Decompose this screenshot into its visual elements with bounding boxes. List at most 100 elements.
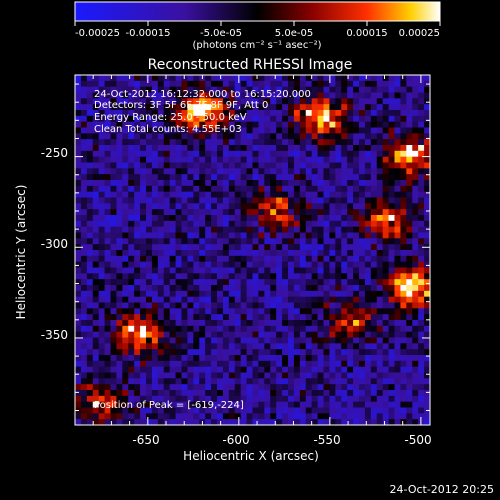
heatmap-cell <box>240 296 248 304</box>
heatmap-cell <box>104 343 112 350</box>
heatmap-cell <box>217 407 224 414</box>
heatmap-cell <box>211 279 218 286</box>
heatmap-cell <box>222 104 230 111</box>
heatmap-cell <box>353 384 360 391</box>
heatmap-cell <box>258 279 265 286</box>
heatmap-cell <box>140 308 147 315</box>
heatmap-cell <box>187 115 194 123</box>
heatmap-cell <box>122 86 129 94</box>
heatmap-cell <box>169 197 177 204</box>
heatmap-cell <box>205 279 212 286</box>
x-tick-labels: -650 -600 -550 -500 <box>132 433 431 447</box>
heatmap-cell <box>75 220 82 228</box>
heatmap-cell <box>353 279 360 286</box>
heatmap-cell <box>222 180 230 187</box>
heatmap-cell <box>412 314 419 321</box>
heatmap-cell <box>341 401 348 409</box>
heatmap-cell <box>406 267 413 274</box>
heatmap-cell <box>317 115 325 123</box>
heatmap-cell <box>128 413 135 420</box>
heatmap-cell <box>400 86 407 94</box>
heatmap-cell <box>376 180 384 187</box>
heatmap-cell <box>376 366 384 374</box>
heatmap-cell <box>347 162 354 169</box>
heatmap-cell <box>258 285 265 292</box>
heatmap-cell <box>252 325 260 333</box>
heatmap-cell <box>169 232 177 239</box>
heatmap-cell <box>270 203 277 210</box>
heatmap-cell <box>86 407 94 414</box>
heatmap-cell <box>187 296 194 304</box>
heatmap-cell <box>169 220 177 228</box>
heatmap-cell <box>276 378 283 385</box>
heatmap-cell <box>151 180 159 187</box>
heatmap-cell <box>211 226 218 234</box>
heatmap-cell <box>258 86 265 94</box>
heatmap-cell <box>347 197 354 204</box>
heatmap-cell <box>92 104 100 111</box>
heatmap-cell <box>252 145 260 152</box>
heatmap-cell <box>92 86 100 94</box>
heatmap-cell <box>400 290 407 298</box>
heatmap-cell <box>394 407 402 414</box>
heatmap-cell <box>98 197 106 204</box>
heatmap-cell <box>270 104 277 111</box>
heatmap-cell <box>146 168 153 175</box>
heatmap-cell <box>341 255 348 263</box>
heatmap-cell <box>175 331 183 339</box>
heatmap-cell <box>163 174 171 181</box>
heatmap-cell <box>175 349 183 356</box>
heatmap-cell <box>394 150 402 158</box>
heatmap-cell <box>311 407 319 414</box>
heatmap-cell <box>270 290 277 298</box>
heatmap-cell <box>146 185 153 193</box>
heatmap-cell <box>288 325 295 333</box>
heatmap-cell <box>293 244 301 251</box>
heatmap-cell <box>418 401 425 409</box>
heatmap-cell <box>193 325 200 333</box>
heatmap-cell <box>418 308 425 315</box>
heatmap-cell <box>388 343 396 350</box>
heatmap-cell <box>128 209 135 216</box>
heatmap-cell <box>140 180 147 187</box>
heatmap-cell <box>181 174 189 181</box>
heatmap-cell <box>252 244 260 251</box>
heatmap-cell <box>211 413 218 420</box>
heatmap-cell <box>116 290 123 298</box>
heatmap-cell <box>424 191 430 199</box>
heatmap-cell <box>270 255 277 263</box>
heatmap-cell <box>406 121 413 129</box>
heatmap-cell <box>246 162 254 169</box>
heatmap-cell <box>240 104 248 111</box>
heatmap-cell <box>311 401 319 409</box>
heatmap-cell <box>122 203 129 210</box>
heatmap-cell <box>335 203 342 210</box>
heatmap-cell <box>157 390 165 397</box>
heatmap-cell <box>175 372 183 379</box>
heatmap-cell <box>205 267 212 274</box>
heatmap-cell <box>370 139 378 146</box>
heatmap-cell <box>305 325 313 333</box>
heatmap-cell <box>317 360 325 368</box>
heatmap-cell <box>317 238 325 245</box>
heatmap-cell <box>205 290 212 298</box>
heatmap-cell <box>364 145 372 152</box>
heatmap-cell <box>92 209 100 216</box>
heatmap-cell <box>240 86 248 94</box>
heatmap-cell <box>92 197 100 204</box>
heatmap-cell <box>418 238 425 245</box>
heatmap-cell <box>240 360 248 368</box>
heatmap-cell <box>228 337 236 344</box>
heatmap-cell <box>211 80 218 88</box>
heatmap-cell <box>370 384 378 391</box>
heatmap-cell <box>205 156 212 164</box>
heatmap-cell <box>246 139 254 146</box>
heatmap-cell <box>400 372 407 379</box>
heatmap-cell <box>175 314 183 321</box>
heatmap-cell <box>116 390 123 397</box>
heatmap-cell <box>311 314 319 321</box>
heatmap-cell <box>181 308 189 315</box>
heatmap-cell <box>240 145 248 152</box>
heatmap-cell <box>335 325 342 333</box>
heatmap-cell <box>406 407 413 414</box>
